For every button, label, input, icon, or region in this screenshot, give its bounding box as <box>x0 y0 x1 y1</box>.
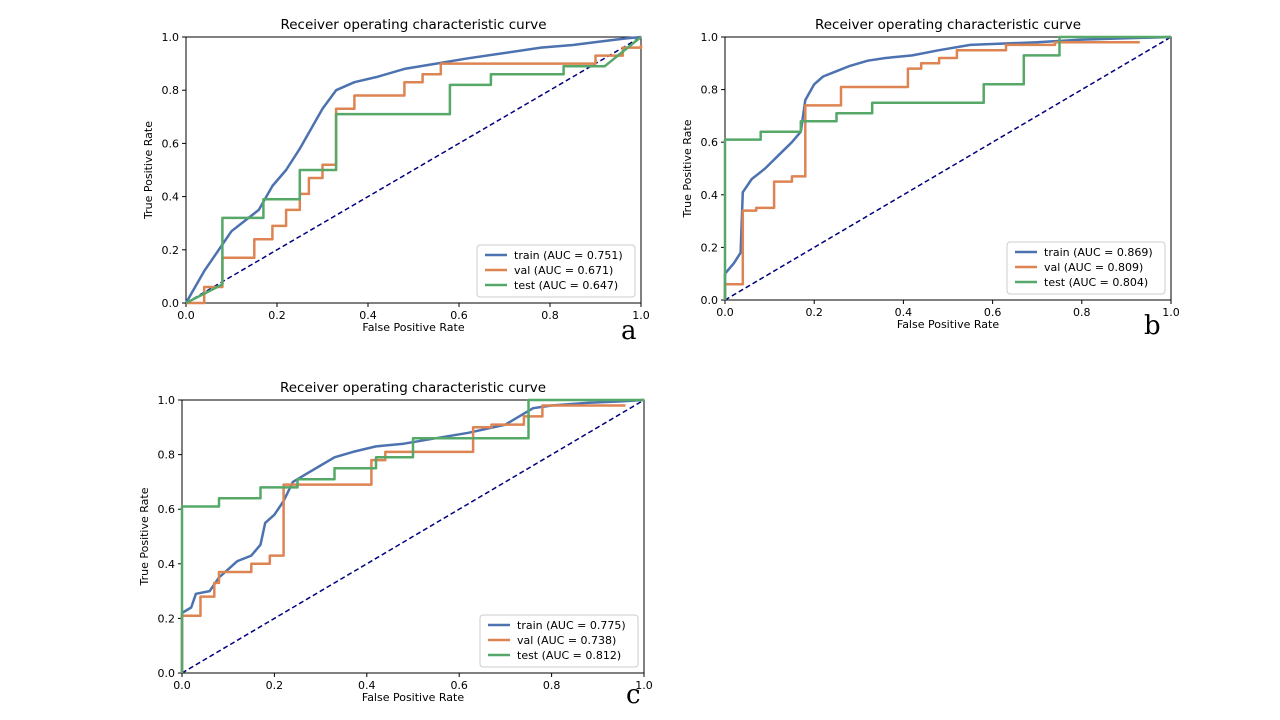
y-tick-label: 0.2 <box>158 612 176 625</box>
roc-chart-c: 0.0 0.2 0.4 0.6 0.8 1.0 0.0 0.2 0.4 0.6 0.8 1.0 Rece… <box>138 380 653 710</box>
y-tick-label: 0.0 <box>158 667 176 680</box>
x-tick-label: 0.0 <box>177 309 195 322</box>
y-tick-label: 0.8 <box>701 84 719 97</box>
y-tick-label: 1.0 <box>162 31 180 44</box>
y-axis-label: True Positive Rate <box>142 121 155 220</box>
x-tick-label: 0.4 <box>895 306 913 319</box>
legend-entry: test (AUC = 0.647) <box>514 279 618 292</box>
x-tick-label: 0.8 <box>1073 306 1091 319</box>
chart-title: Receiver operating characteristic curve <box>280 17 546 33</box>
legend-entry: val (AUC = 0.738) <box>517 634 616 647</box>
y-tick-label: 0.2 <box>162 244 180 257</box>
series-line-val <box>186 45 643 305</box>
x-tick-label: 1.0 <box>635 679 653 692</box>
x-axis-label: False Positive Rate <box>897 318 999 331</box>
series-line-test <box>723 35 1171 300</box>
x-axis-label: False Positive Rate <box>362 321 464 334</box>
panel-letter: a <box>621 316 637 346</box>
y-tick-label: 0.4 <box>701 189 719 202</box>
legend-box <box>479 614 639 668</box>
x-tick-label: 0.4 <box>359 309 377 322</box>
x-tick-label: 0.8 <box>541 309 559 322</box>
x-tick-label: 0.6 <box>984 306 1002 319</box>
plot-frame <box>185 36 642 304</box>
series-line-test <box>185 36 642 305</box>
chart-title: Receiver operating characteristic curve <box>280 380 546 396</box>
series-line-test <box>180 398 644 673</box>
legend-entry: val (AUC = 0.809) <box>1044 261 1143 274</box>
y-tick-label: 1.0 <box>701 31 719 44</box>
x-tick-label: 0.2 <box>805 306 823 319</box>
y-axis-label: True Positive Rate <box>138 487 151 586</box>
legend-entry: test (AUC = 0.812) <box>517 649 621 662</box>
series-line-train <box>723 35 1172 300</box>
y-tick-label: 1.0 <box>158 394 176 407</box>
y-tick-label: 0.6 <box>158 503 176 516</box>
y-tick-label: 0.6 <box>701 136 719 149</box>
legend-entry: train (AUC = 0.775) <box>517 619 626 632</box>
x-axis-label: False Positive Rate <box>362 691 464 704</box>
y-tick-label: 0.8 <box>158 449 176 462</box>
x-tick-label: 0.8 <box>543 679 561 692</box>
series-line-val <box>180 404 626 673</box>
y-tick-label: 0.6 <box>162 137 180 150</box>
y-tick-label: 0.4 <box>162 191 180 204</box>
legend-entry: train (AUC = 0.869) <box>1044 246 1153 259</box>
x-tick-label: 0.2 <box>268 309 286 322</box>
series-line-val <box>723 41 1140 300</box>
y-axis-label: True Positive Rate <box>681 119 694 218</box>
x-tick-label: 0.6 <box>450 679 468 692</box>
x-tick-label: 0.0 <box>716 306 734 319</box>
x-tick-label: 0.6 <box>450 309 468 322</box>
legend-entry: val (AUC = 0.671) <box>514 264 613 277</box>
chance-diagonal-line <box>724 36 1172 301</box>
roc-chart-b: 0.0 0.2 0.4 0.6 0.8 1.0 0.0 0.2 0.4 0.6 0.8 1.0 Rece… <box>681 17 1180 341</box>
y-tick-label: 0.2 <box>701 241 719 254</box>
panel-letter: c <box>626 680 641 710</box>
y-tick-label: 0.4 <box>158 558 176 571</box>
legend-box <box>476 244 636 298</box>
y-tick-label: 0.8 <box>162 84 180 97</box>
x-tick-label: 0.4 <box>358 679 376 692</box>
chance-diagonal-line <box>181 399 645 674</box>
x-tick-label: 1.0 <box>1162 306 1180 319</box>
x-tick-label: 0.0 <box>173 679 191 692</box>
x-tick-label: 1.0 <box>632 309 650 322</box>
x-tick-label: 0.2 <box>266 679 284 692</box>
y-tick-label: 0.0 <box>701 294 719 307</box>
roc-chart-a: 0.0 0.2 0.4 0.6 0.8 1.0 0.0 0.2 0.4 0.6 0.8 1.0 Rece… <box>142 17 650 346</box>
y-tick-label: 0.0 <box>162 297 180 310</box>
panel-letter: b <box>1144 311 1161 341</box>
legend-box <box>1006 241 1166 295</box>
legend-entry: test (AUC = 0.804) <box>1044 276 1148 289</box>
chart-title: Receiver operating characteristic curve <box>815 17 1081 33</box>
legend-entry: train (AUC = 0.751) <box>514 249 623 262</box>
